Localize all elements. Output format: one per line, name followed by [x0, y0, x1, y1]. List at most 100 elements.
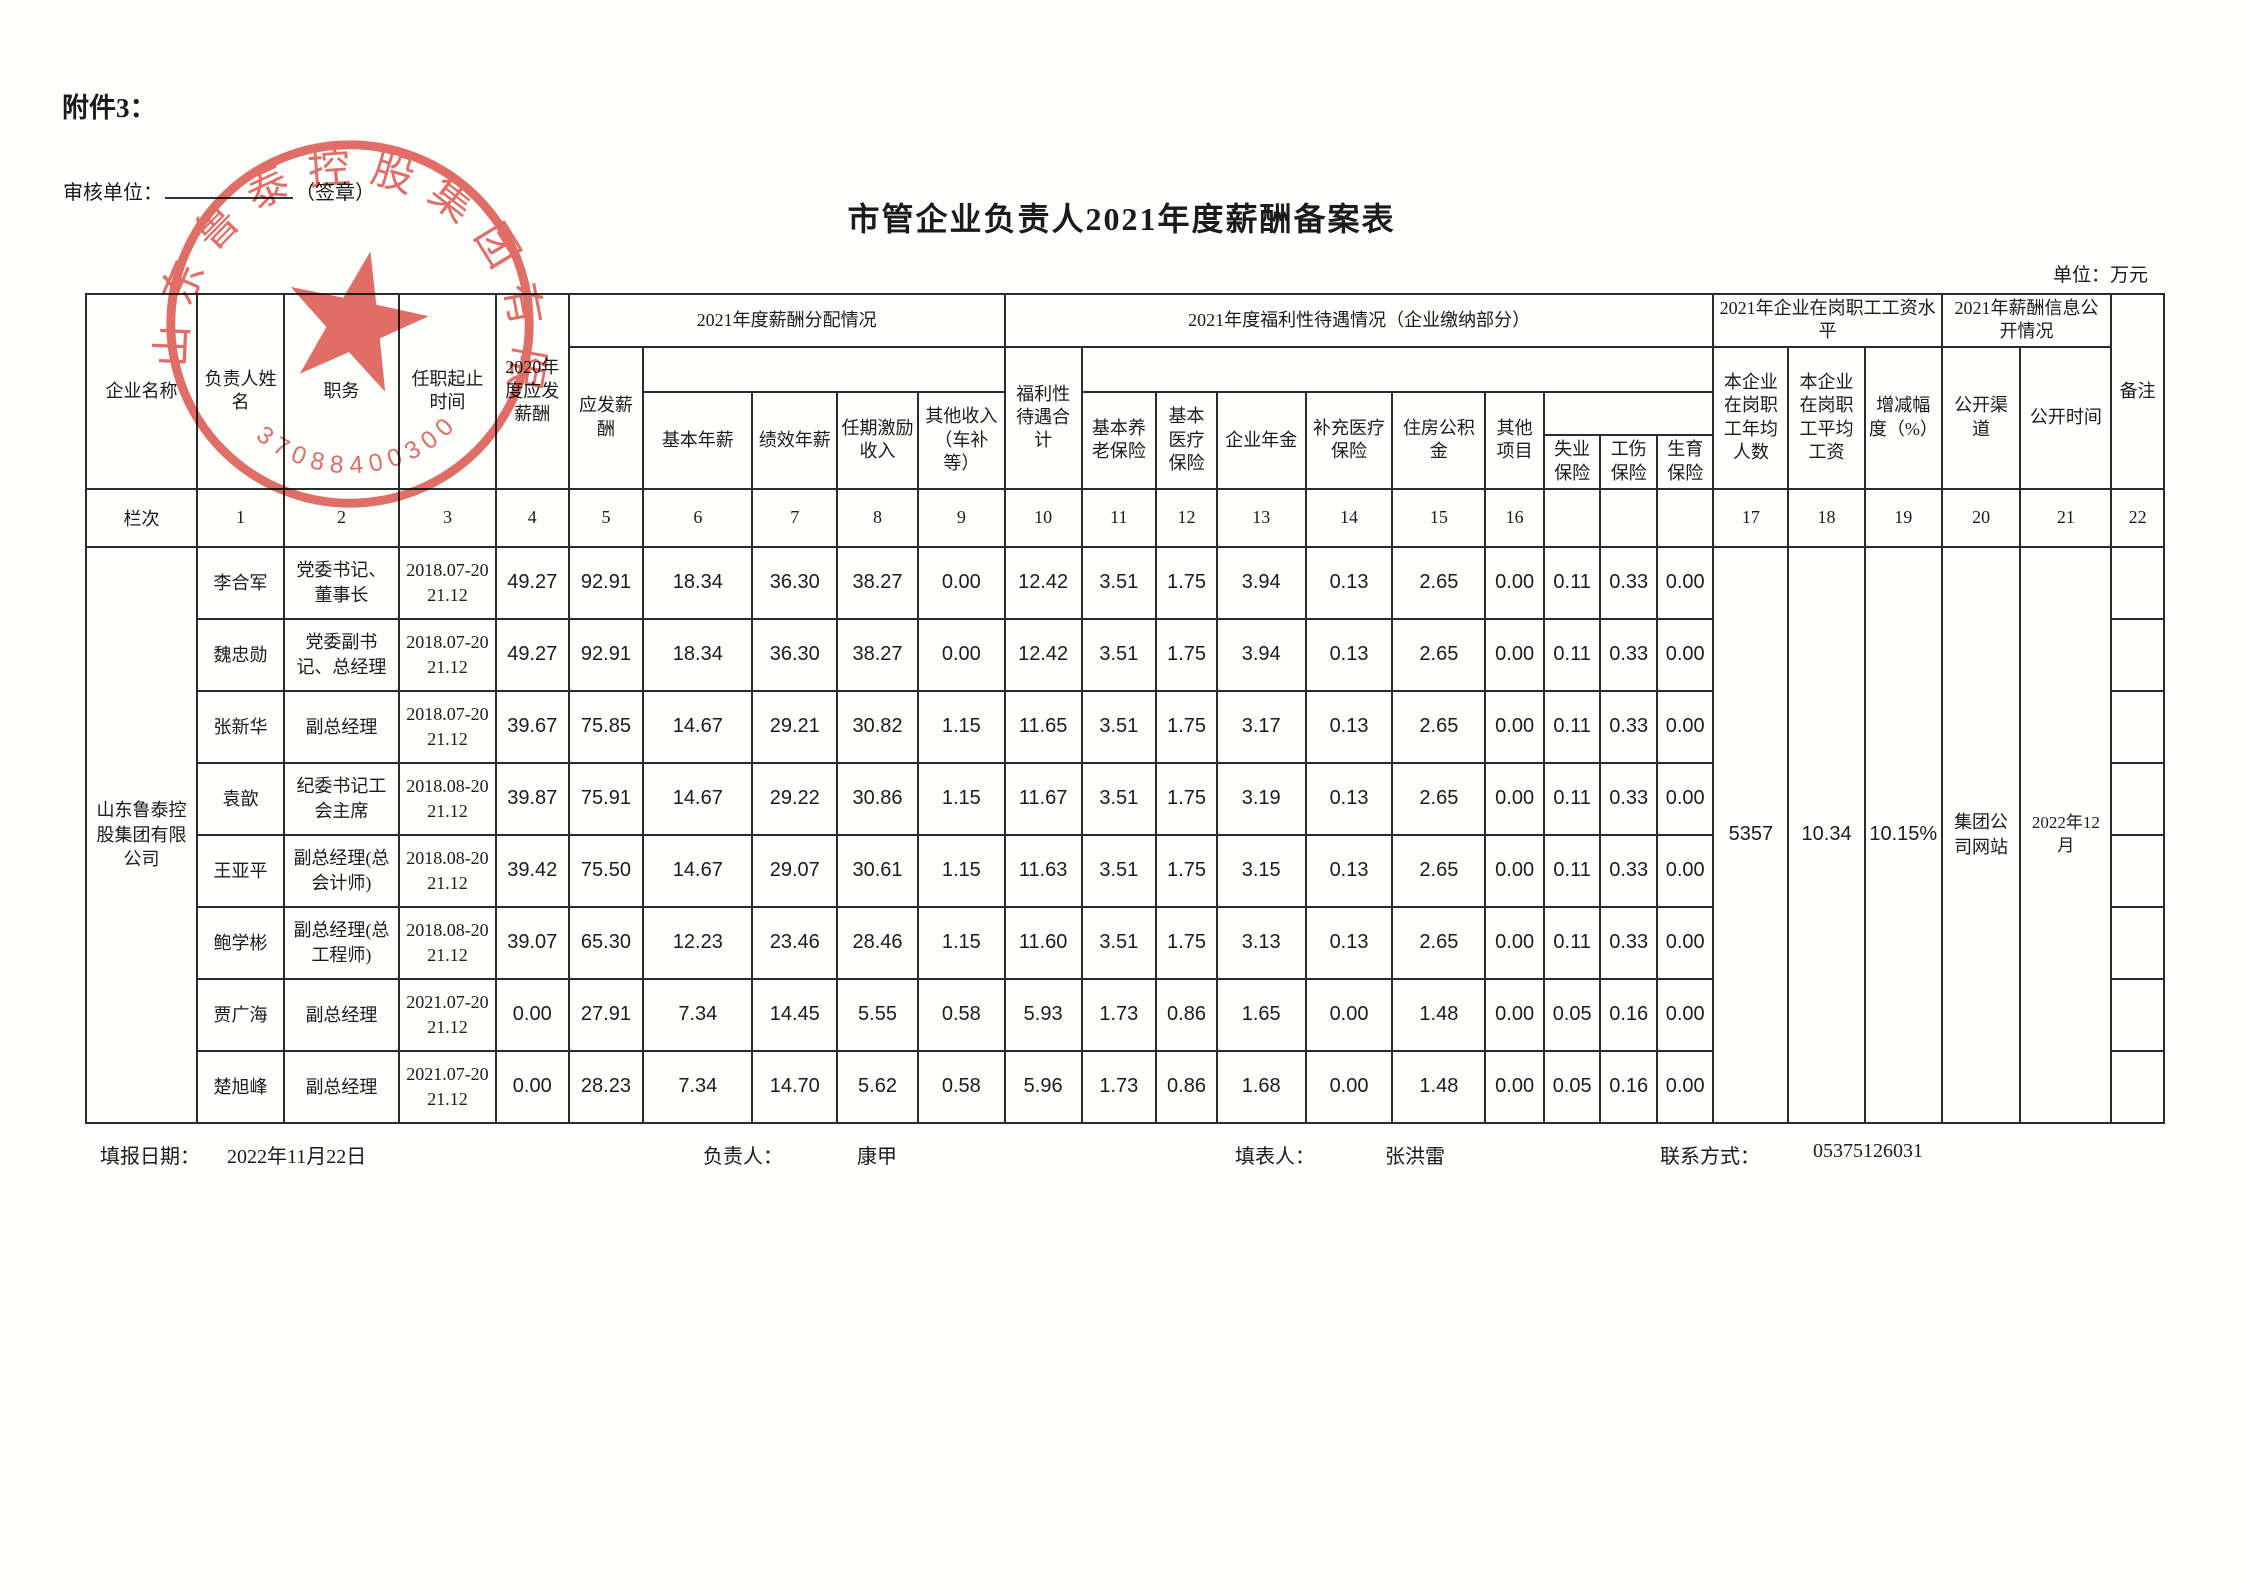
page-title: 市管企业负责人2021年度薪酬备案表 — [847, 201, 1396, 237]
cell-value: 3.51 — [1080, 761, 1158, 836]
cell-leader-name: 袁歆 — [196, 761, 285, 836]
table-body: 栏次 1 2 3 4 5 6 7 8 9 10 11 12 13 14 15 16 17 18 19 20 21 22 山东鲁… — [84, 487, 2165, 1124]
cell-value: 39.42 — [494, 833, 570, 908]
cell-value: 1.48 — [1391, 1049, 1487, 1124]
lanci-number — [1542, 487, 1602, 548]
cell-value: 14.67 — [642, 833, 754, 908]
manager-value: 康甲 — [857, 1146, 897, 1168]
cell-value: 65.30 — [567, 905, 645, 980]
col-header-publish-time: 公开时间 — [2019, 345, 2113, 490]
cell-position: 纪委书记工会主席 — [282, 761, 400, 836]
cell-value: 2.65 — [1391, 905, 1487, 980]
unit-note: 单位：万元 — [2052, 265, 2148, 286]
cell-position: 副总经理 — [282, 977, 400, 1052]
col-header-housing-fund: 住房公积金 — [1391, 390, 1487, 490]
col-header-unemployment: 失业保险 — [1542, 433, 1602, 490]
col-header-medical: 基本医疗保险 — [1155, 390, 1218, 490]
lanci-number: 15 — [1391, 487, 1487, 548]
lanci-number: 14 — [1304, 487, 1394, 548]
lanci-number: 9 — [916, 487, 1006, 548]
cell-position: 副总经理 — [282, 1049, 400, 1124]
cell-position: 党委副书记、总经理 — [282, 617, 400, 692]
col-header-gross-pay: 应发薪酬 — [567, 345, 645, 490]
cell-value: 0.11 — [1542, 761, 1602, 836]
lanci-number: 5 — [567, 487, 645, 548]
lanci-number: 11 — [1080, 487, 1158, 548]
cell-tenure: 2018.08-2021.12 — [397, 905, 497, 980]
col-header-base-salary: 基本年薪 — [642, 390, 754, 490]
cell-value: 0.16 — [1599, 1049, 1658, 1124]
cell-value: 0.00 — [1484, 977, 1545, 1052]
cell-value: 2.65 — [1391, 545, 1487, 620]
col-header-tenure: 任职起止时间 — [397, 293, 497, 490]
cell-value: 1.15 — [916, 905, 1006, 980]
contact-label: 联系方式： — [1660, 1146, 1760, 1168]
cell-value: 92.91 — [567, 545, 645, 620]
col-header-staff-avg-wage: 本企业在岗职工平均工资 — [1787, 345, 1866, 490]
cell-value: 0.13 — [1304, 905, 1394, 980]
cell-value: 0.58 — [916, 1049, 1006, 1124]
cell-value: 0.86 — [1155, 1049, 1218, 1124]
cell-value: 75.50 — [567, 833, 645, 908]
lanci-number: 2 — [282, 487, 400, 548]
table-header: 企业名称 负责人姓名 职务 任职起止时间 2020年度应发薪酬 2021年度薪酬… — [84, 293, 2165, 490]
cell-value: 28.23 — [567, 1049, 645, 1124]
table-row: 魏忠勋 党委副书记、总经理 2018.07-2021.12 49.27 92.91 18.… — [86, 617, 2165, 692]
lanci-number: 6 — [642, 487, 754, 548]
col-header-company: 企业名称 — [84, 293, 199, 490]
lanci-number: 13 — [1215, 487, 1307, 548]
cell-value: 0.00 — [494, 1049, 570, 1124]
spacer-welfare-subgroup — [1080, 345, 1715, 393]
cell-value: 0.00 — [1484, 905, 1545, 980]
lanci-number: 3 — [397, 487, 497, 548]
cell-value: 0.11 — [1542, 905, 1602, 980]
group-header-welfare: 2021年度福利性待遇情况（企业缴纳部分） — [1003, 293, 1715, 348]
table-row: 山东鲁泰控股集团有限公司 李合军 党委书记、董事长 2018.07-2021.12 49… — [84, 545, 2165, 1124]
lanci-number: 12 — [1155, 487, 1218, 548]
cell-value: 38.27 — [836, 545, 919, 620]
lanci-number: 1 — [196, 487, 285, 548]
cell-value: 18.34 — [642, 545, 754, 620]
cell-leader-name: 魏忠勋 — [196, 617, 285, 692]
cell-value: 0.00 — [494, 977, 570, 1052]
cell-value: 0.13 — [1304, 545, 1394, 620]
column-index-row: 栏次 1 2 3 4 5 6 7 8 9 10 11 12 13 14 15 16 17 18 19 20 21 22 — [84, 487, 2165, 548]
cell-remark — [2110, 545, 2165, 620]
cell-value: 28.46 — [836, 905, 919, 980]
cell-remark — [2110, 905, 2165, 980]
cell-staff-count: 5357 — [1712, 545, 1790, 1124]
cell-tenure: 2018.07-2021.12 — [397, 545, 497, 620]
cell-value: 0.00 — [1484, 545, 1545, 620]
cell-value: 0.00 — [1655, 905, 1715, 980]
cell-value: 75.85 — [567, 689, 645, 764]
cell-value: 18.34 — [642, 617, 754, 692]
table-row: 王亚平 副总经理(总会计师) 2018.08-2021.12 39.42 75.50 14… — [86, 833, 2165, 908]
cell-position: 党委书记、董事长 — [282, 545, 400, 620]
cell-value: 0.16 — [1599, 977, 1658, 1052]
cell-value: 1.75 — [1155, 617, 1218, 692]
col-header-maternity: 生育保险 — [1655, 433, 1715, 490]
lanci-number: 17 — [1712, 487, 1790, 548]
lanci-number — [1599, 487, 1658, 548]
cell-tenure: 2018.07-2021.12 — [397, 617, 497, 692]
lanci-number: 19 — [1863, 487, 1943, 548]
cell-tenure: 2021.07-2021.12 — [397, 977, 497, 1052]
cell-value: 3.51 — [1080, 905, 1158, 980]
cell-value: 3.51 — [1080, 545, 1158, 620]
cell-staff-avg-wage: 10.34 — [1787, 545, 1866, 1124]
cell-value: 3.51 — [1080, 689, 1158, 764]
col-header-change-rate: 增减幅度（%） — [1863, 345, 1943, 490]
col-header-injury: 工伤保险 — [1599, 433, 1658, 490]
cell-value: 0.00 — [1655, 833, 1715, 908]
cell-value: 0.11 — [1542, 617, 1602, 692]
cell-value: 3.15 — [1215, 833, 1307, 908]
cell-value: 5.93 — [1003, 977, 1083, 1052]
audit-unit-label: 审核单位： — [63, 182, 163, 204]
cell-value: 0.00 — [1655, 617, 1715, 692]
cell-value: 11.63 — [1003, 833, 1083, 908]
cell-remark — [2110, 1049, 2165, 1124]
cell-value: 29.22 — [751, 761, 839, 836]
cell-value: 0.00 — [1484, 1049, 1545, 1124]
cell-position: 副总经理(总工程师) — [282, 905, 400, 980]
cell-leader-name: 楚旭峰 — [196, 1049, 285, 1124]
